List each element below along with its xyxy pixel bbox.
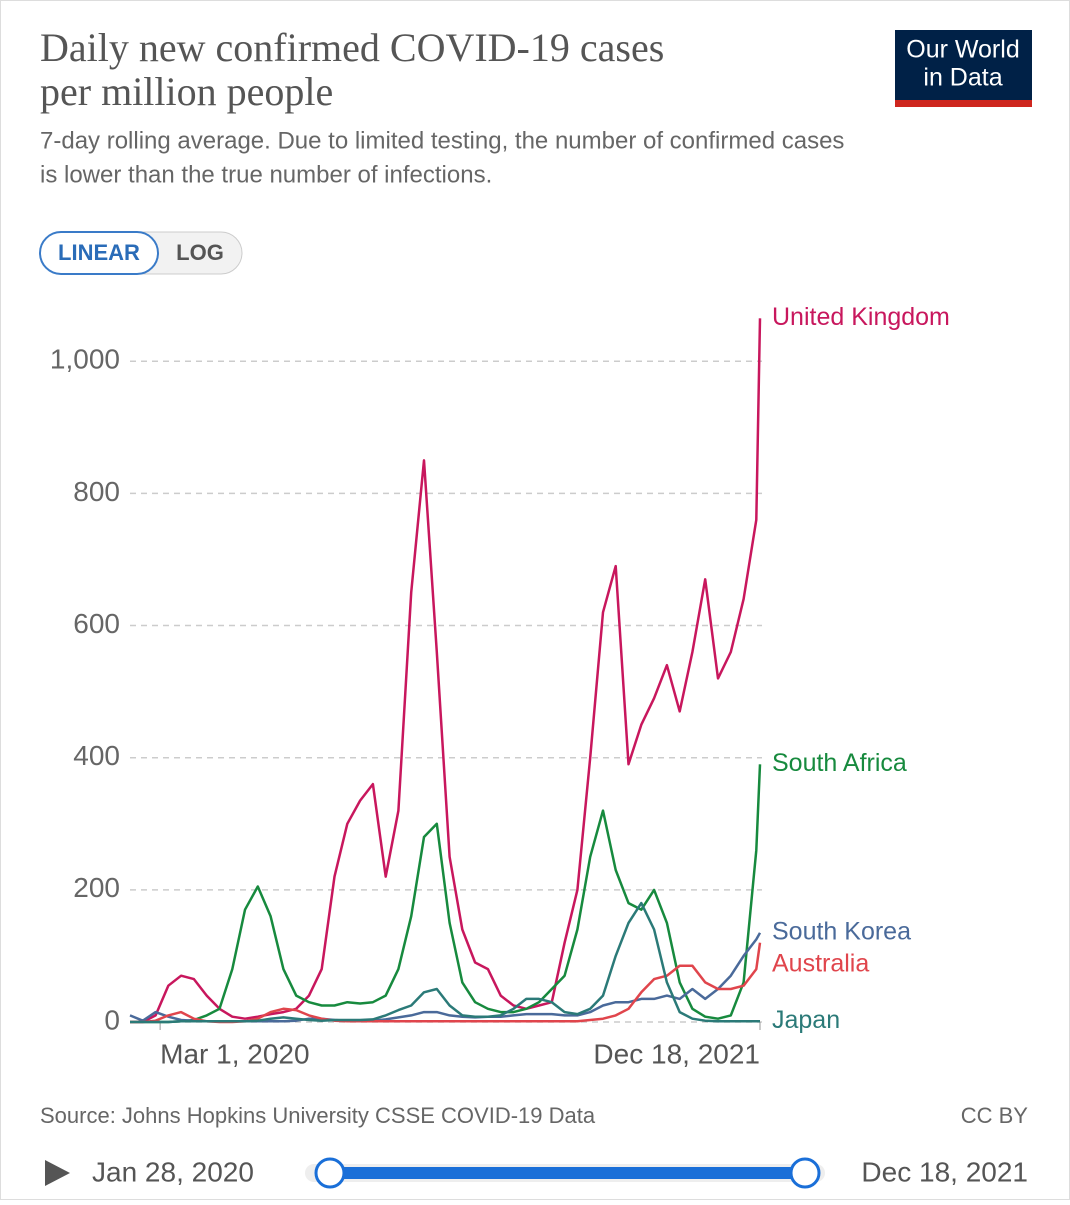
y-tick-label: 800 <box>73 476 120 507</box>
y-tick-label: 600 <box>73 608 120 639</box>
log-label[interactable]: LOG <box>176 240 224 265</box>
series-label: South Africa <box>772 749 907 777</box>
timeline-start: Jan 28, 2020 <box>92 1156 254 1187</box>
logo-box <box>895 30 1032 100</box>
y-tick-label: 200 <box>73 872 120 903</box>
y-tick-label: 400 <box>73 740 120 771</box>
series-label: South Korea <box>772 917 911 945</box>
series-line <box>130 318 762 1024</box>
series-label: Japan <box>772 1006 840 1034</box>
y-tick-label: 1,000 <box>50 344 120 375</box>
series-line <box>130 764 762 1024</box>
logo-bar <box>895 100 1032 107</box>
slider-range <box>330 1167 805 1179</box>
scale-toggle: LINEAR LOG <box>39 231 243 275</box>
series-line <box>130 901 760 1024</box>
logo-text: Our World <box>906 36 1019 64</box>
source: Source: Johns Hopkins University CSSE CO… <box>40 1103 596 1128</box>
license: CC BY <box>961 1103 1029 1128</box>
series-label: United Kingdom <box>772 303 950 331</box>
linear-button[interactable] <box>39 231 159 275</box>
slider-handle[interactable] <box>314 1157 346 1189</box>
logo: Our World in Data <box>895 30 1032 107</box>
chart-title: Daily new confirmed COVID-19 cases <box>40 25 664 70</box>
x-tick-label: Mar 1, 2020 <box>160 1038 309 1069</box>
y-tick-label: 0 <box>104 1004 120 1035</box>
series-label: Australia <box>772 949 869 977</box>
logo-text: in Data <box>923 64 1002 92</box>
timeline: Jan 28, 2020 Dec 18, 2021 <box>45 1156 1028 1189</box>
chart-title: per million people <box>40 69 333 114</box>
play-button[interactable] <box>45 1160 70 1186</box>
timeline-end: Dec 18, 2021 <box>861 1156 1028 1187</box>
linear-label[interactable]: LINEAR <box>58 240 140 265</box>
subtitle: is lower than the true number of infecti… <box>40 161 492 188</box>
slider-handle[interactable] <box>789 1157 821 1189</box>
x-tick-label: Dec 18, 2021 <box>593 1038 760 1069</box>
subtitle: 7-day rolling average. Due to limited te… <box>40 127 844 154</box>
